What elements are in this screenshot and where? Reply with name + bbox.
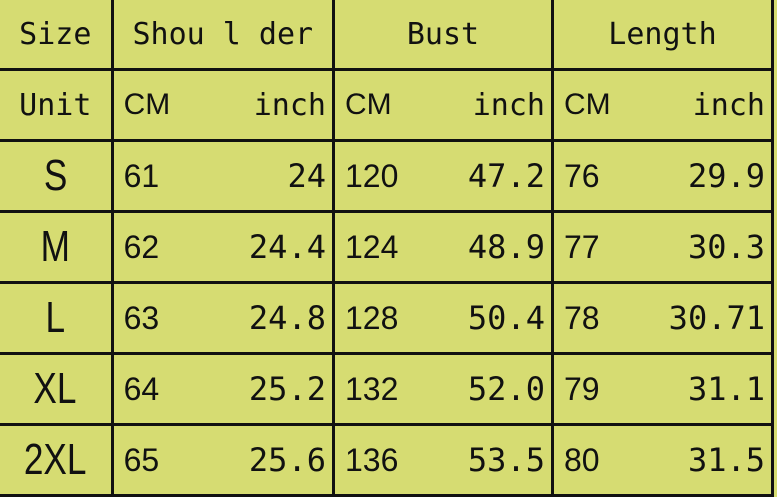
- bust-cell: 128 50.4: [331, 281, 554, 355]
- bust-inch: 50.4: [467, 299, 545, 337]
- shoulder-cm: 64: [123, 370, 160, 407]
- unit-label: Unit: [0, 68, 114, 142]
- inch-label: inch: [472, 87, 545, 123]
- length-inch: 30.71: [668, 299, 765, 337]
- length-cm: 79: [563, 370, 600, 407]
- size-label: M: [40, 222, 70, 271]
- bust-cell: 124 48.9: [331, 210, 554, 284]
- size-cell: L: [0, 281, 114, 355]
- bust-inch: 53.5: [467, 441, 545, 479]
- bust-cell: 136 53.5: [331, 423, 554, 497]
- shoulder-units: CM inch: [110, 68, 335, 142]
- length-cm: 78: [563, 299, 600, 336]
- cm-label: CM: [563, 88, 611, 121]
- size-label: 2XL: [23, 435, 87, 484]
- bust-cm: 120: [344, 157, 399, 194]
- bust-cm: 124: [344, 228, 399, 265]
- bust-header: Bust: [331, 0, 554, 71]
- size-cell: 2XL: [0, 423, 114, 497]
- unit-row: Unit CM inch CM inch CM inch: [0, 68, 775, 142]
- bust-cm: 128: [344, 299, 399, 336]
- bust-inch: 52.0: [467, 370, 545, 408]
- length-cm: 80: [563, 441, 600, 478]
- shoulder-cell: 61 24: [110, 139, 335, 213]
- length-cell: 79 31.1: [550, 352, 775, 426]
- table-row: 2XL 65 25.6 136 53.5 80 31.5: [0, 423, 775, 497]
- shoulder-inch: 25.6: [248, 441, 326, 479]
- shoulder-cell: 62 24.4: [110, 210, 335, 284]
- length-header: Length: [550, 0, 775, 71]
- bust-inch: 47.2: [467, 157, 545, 195]
- size-cell: S: [0, 139, 114, 213]
- cm-label: CM: [123, 88, 171, 121]
- length-units: CM inch: [550, 68, 775, 142]
- bust-cell: 132 52.0: [331, 352, 554, 426]
- shoulder-cm: 61: [123, 157, 160, 194]
- bust-units: CM inch: [331, 68, 554, 142]
- shoulder-inch: 25.2: [248, 370, 326, 408]
- shoulder-cell: 65 25.6: [110, 423, 335, 497]
- bust-cell: 120 47.2: [331, 139, 554, 213]
- shoulder-inch: 24.8: [248, 299, 326, 337]
- length-cm: 76: [563, 157, 600, 194]
- bust-inch: 48.9: [467, 228, 545, 266]
- shoulder-inch: 24.4: [248, 228, 326, 266]
- length-inch: 30.3: [687, 228, 765, 266]
- length-cell: 76 29.9: [550, 139, 775, 213]
- size-label: XL: [33, 364, 77, 413]
- shoulder-inch: 24: [287, 157, 326, 195]
- table-row: S 61 24 120 47.2 76 29.9: [0, 139, 775, 213]
- shoulder-cell: 63 24.8: [110, 281, 335, 355]
- shoulder-header: Shou l der: [110, 0, 335, 71]
- length-cm: 77: [563, 228, 600, 265]
- shoulder-cm: 65: [123, 441, 160, 478]
- shoulder-cell: 64 25.2: [110, 352, 335, 426]
- table-row: XL 64 25.2 132 52.0 79 31.1: [0, 352, 775, 426]
- table-row: L 63 24.8 128 50.4 78 30.71: [0, 281, 775, 355]
- size-header: Size: [0, 0, 114, 71]
- bust-cm: 132: [344, 370, 399, 407]
- bust-cm: 136: [344, 441, 399, 478]
- table-row: M 62 24.4 124 48.9 77 30.3: [0, 210, 775, 284]
- size-cell: XL: [0, 352, 114, 426]
- inch-label: inch: [692, 87, 765, 123]
- inch-label: inch: [253, 87, 326, 123]
- length-cell: 77 30.3: [550, 210, 775, 284]
- length-inch: 29.9: [687, 157, 765, 195]
- length-inch: 31.1: [687, 370, 765, 408]
- size-label: L: [45, 293, 66, 342]
- length-inch: 31.5: [687, 441, 765, 479]
- length-cell: 78 30.71: [550, 281, 775, 355]
- header-row: Size Shou l der Bust Length: [0, 0, 775, 71]
- shoulder-cm: 63: [123, 299, 160, 336]
- size-cell: M: [0, 210, 114, 284]
- length-cell: 80 31.5: [550, 423, 775, 497]
- size-label: S: [43, 151, 68, 200]
- shoulder-cm: 62: [123, 228, 160, 265]
- cm-label: CM: [344, 88, 392, 121]
